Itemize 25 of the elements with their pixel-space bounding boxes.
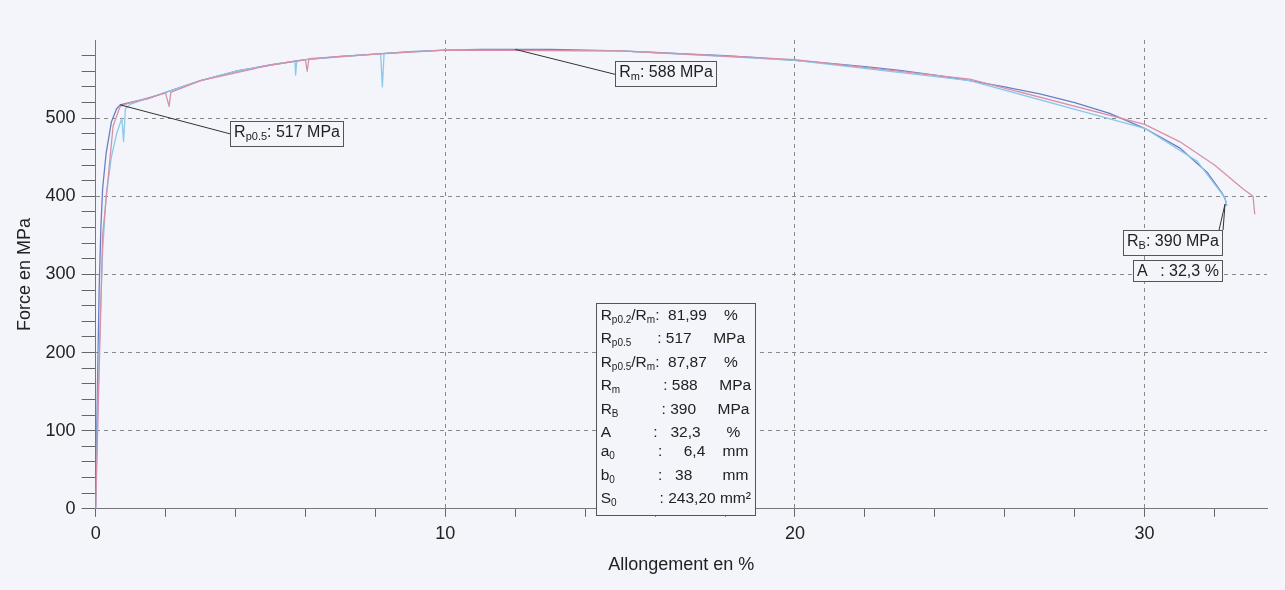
- text: R$_{m}$ : 588 MPa: [600, 376, 752, 396]
- annotation: R$_{m}$: 588 MPa: [615, 61, 717, 88]
- annotation: R$_{p0.5}$/R$_{m}$: 87,87 %: [600, 352, 739, 374]
- x-tick-label: 0: [90, 522, 101, 543]
- annotation: R$_{B}$: 390 MPa: [1123, 230, 1223, 257]
- text: b$_{0}$ : 38 mm: [600, 465, 749, 485]
- y-tick-label: 400: [45, 185, 76, 206]
- y-tick-label: 500: [45, 107, 76, 128]
- x-tick-label: 10: [435, 522, 456, 543]
- annotation: A : 32,3 %: [600, 423, 742, 443]
- text: R$_{p0.5}$ : 517 MPa: [600, 329, 746, 349]
- text: a$_{0}$ : 6,4 mm: [600, 442, 749, 462]
- y-axis-title: Force en MPa: [13, 216, 34, 331]
- y-tick-label: 0: [65, 497, 76, 518]
- x-axis-title: Allongement en %: [608, 554, 755, 575]
- y-tick-label: 300: [45, 263, 76, 284]
- text: S$_{0}$ : 243,20 mm²: [600, 489, 751, 509]
- annotation: A : 32,3 %: [1133, 260, 1223, 283]
- annotation: R$_{p0.2}$/R$_{m}$: 81,99 %: [600, 305, 739, 327]
- text: R$_{B}$ : 390 MPa: [600, 399, 750, 419]
- x-tick-label: 20: [784, 522, 805, 543]
- x-tick-label: 30: [1134, 522, 1155, 543]
- y-tick-label: 200: [45, 341, 76, 362]
- annotation: R$_{p0.5}$: 517 MPa: [230, 120, 345, 147]
- y-tick-label: 100: [45, 419, 76, 440]
